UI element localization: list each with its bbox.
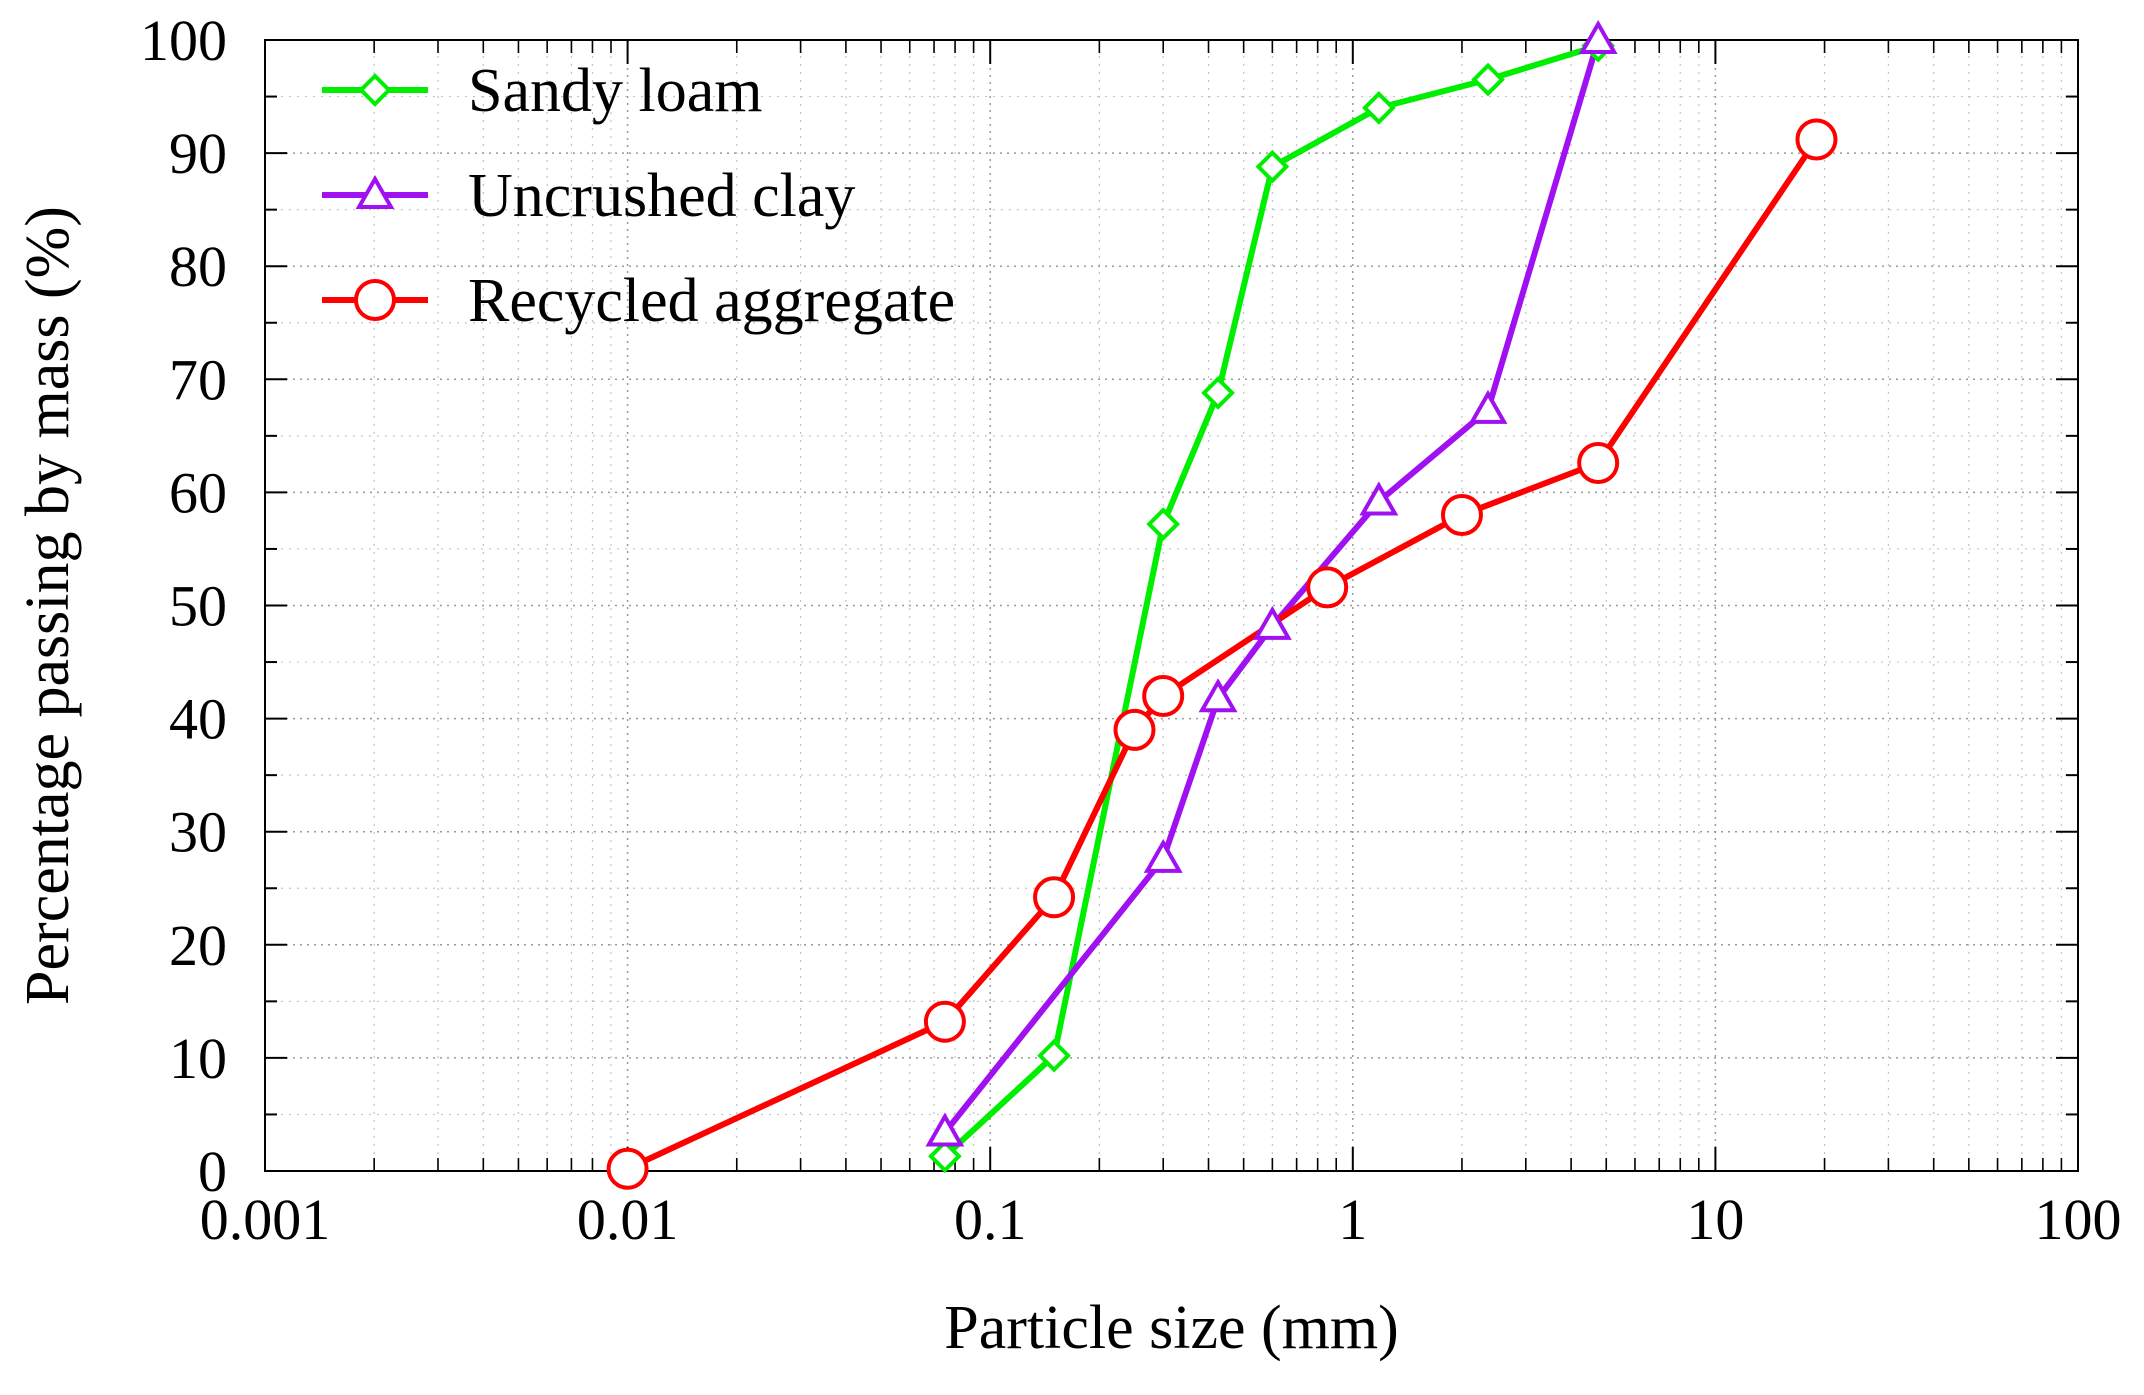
diamond-marker xyxy=(1146,507,1181,541)
triangle-marker xyxy=(1198,678,1238,713)
x-tick-label: 0.001 xyxy=(200,1187,331,1252)
series-markers-uncrushed-clay xyxy=(925,19,1618,1147)
circle-marker xyxy=(1033,876,1076,919)
y-tick-label: 0 xyxy=(198,1139,227,1204)
circle-marker xyxy=(1440,494,1483,537)
triangle-marker xyxy=(1468,389,1508,424)
triangle-marker xyxy=(1359,481,1399,516)
triangle-marker xyxy=(925,1112,965,1147)
y-tick-label: 90 xyxy=(169,121,227,186)
diamond-marker xyxy=(1362,91,1396,125)
y-tick-label: 60 xyxy=(169,460,227,525)
x-tick-label: 0.01 xyxy=(577,1187,679,1252)
series-markers-recycled-aggregate xyxy=(606,118,1838,1190)
legend-label: Recycled aggregate xyxy=(468,267,955,335)
x-axis-title: Particle size (mm) xyxy=(944,1294,1399,1362)
circle-marker xyxy=(923,1000,966,1043)
circle-marker xyxy=(1306,566,1349,609)
circle-marker xyxy=(1142,674,1185,717)
axes: 0.001 0.01 0.1 1 10 100 0 10 20 30 40 50 60 70 80 90 100… xyxy=(14,8,2122,1362)
series-sandy-loam xyxy=(942,42,1600,1159)
diamond-marker xyxy=(1201,376,1235,410)
y-tick-label: 30 xyxy=(169,800,227,865)
y-tick-label: 100 xyxy=(140,8,227,73)
circle-marker xyxy=(354,279,396,321)
triangle-marker xyxy=(1143,838,1183,873)
y-tick-label: 20 xyxy=(169,913,227,978)
diamond-marker xyxy=(1471,62,1505,97)
y-tick-label: 80 xyxy=(169,234,227,299)
series-layer xyxy=(606,19,1838,1190)
y-axis-title: Percentage passing by mass (%) xyxy=(14,206,82,1005)
diamond-marker xyxy=(1037,1038,1071,1073)
y-tick-label: 70 xyxy=(169,347,227,412)
circle-marker xyxy=(1113,708,1156,751)
x-tick-label: 1 xyxy=(1338,1187,1367,1252)
diamond-marker xyxy=(358,73,392,107)
legend: Sandy loam Uncrushed clay Recycled aggrega… xyxy=(322,57,955,335)
legend-item: Recycled aggregate xyxy=(322,267,955,335)
series-line xyxy=(942,42,1600,1159)
y-tick-label: 10 xyxy=(169,1026,227,1091)
circle-marker xyxy=(606,1147,649,1190)
y-tick-label: 40 xyxy=(169,687,227,752)
legend-label: Uncrushed clay xyxy=(468,162,855,230)
y-tick-label: 50 xyxy=(169,574,227,639)
legend-item: Sandy loam xyxy=(322,57,762,125)
grid xyxy=(264,40,2079,1171)
triangle-marker xyxy=(1578,19,1618,54)
triangle-marker xyxy=(355,174,395,209)
diamond-marker xyxy=(1255,149,1290,184)
circle-marker xyxy=(1795,118,1838,161)
x-tick-label: 10 xyxy=(1686,1187,1744,1252)
circle-marker xyxy=(1577,441,1620,484)
x-tick-label: 100 xyxy=(2035,1187,2122,1252)
legend-item: Uncrushed clay xyxy=(322,162,855,230)
triangle-marker xyxy=(1252,605,1292,640)
legend-label: Sandy loam xyxy=(468,57,762,125)
diamond-marker xyxy=(928,1139,962,1174)
x-tick-label: 0.1 xyxy=(954,1187,1027,1252)
